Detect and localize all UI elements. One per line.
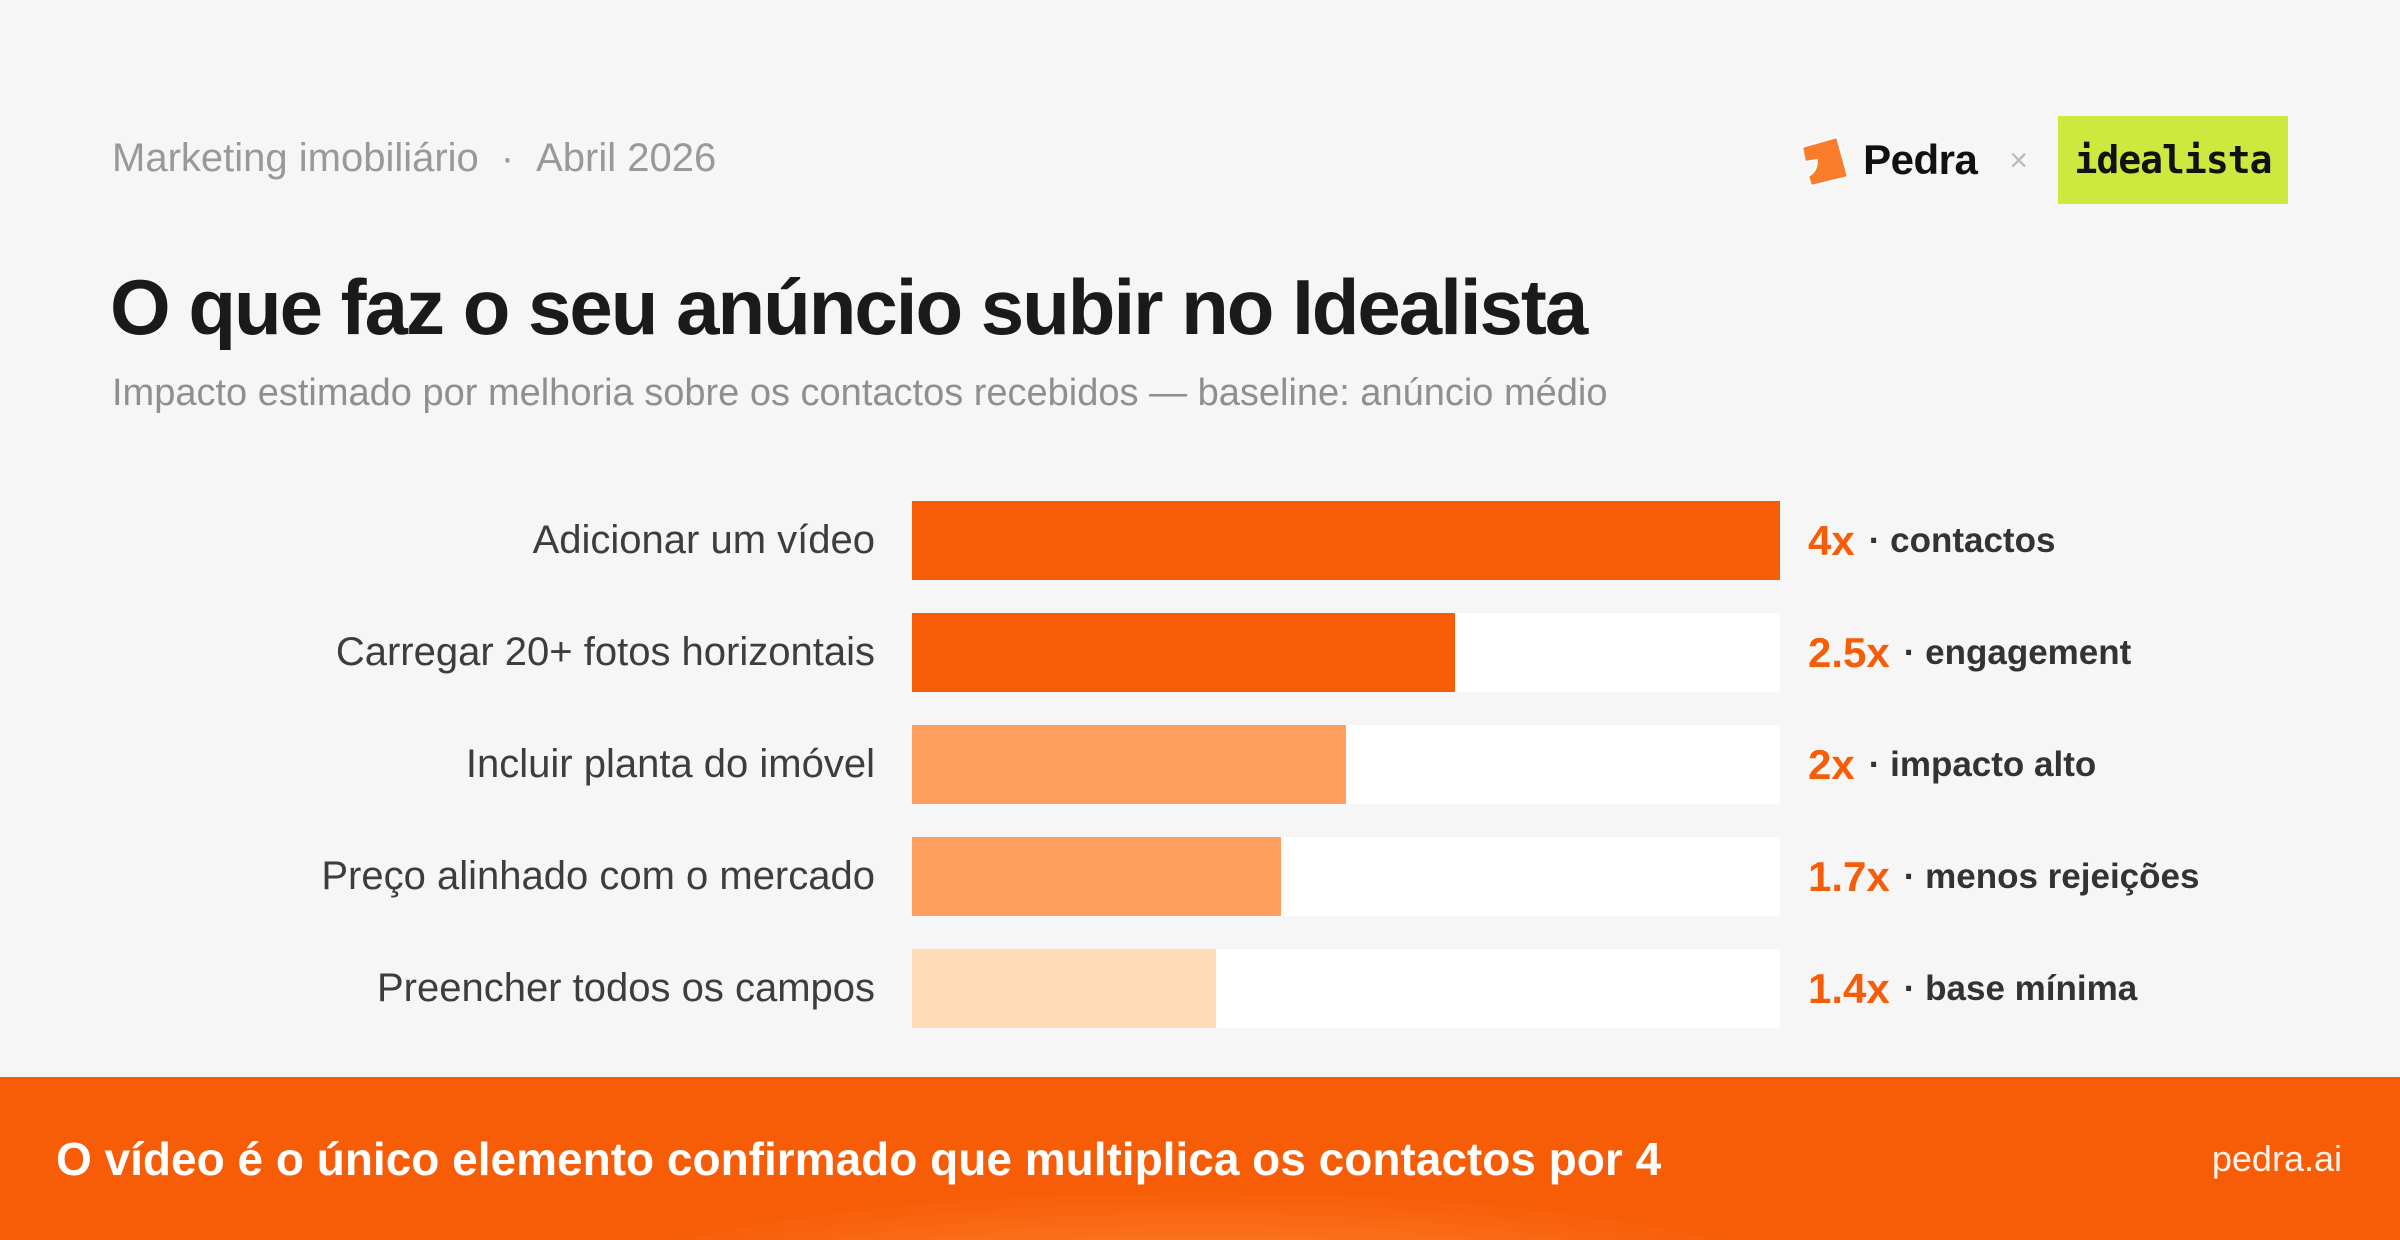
page-subtitle: Impacto estimado por melhoria sobre os c… — [112, 372, 1608, 414]
kicker-date: Abril 2026 — [536, 136, 717, 180]
pedra-wordmark: Pedra — [1863, 136, 1978, 183]
bar-track — [912, 725, 1780, 804]
multiplier: 4x — [1808, 516, 1855, 564]
multiplier: 1.4x — [1808, 964, 1890, 1012]
bar-track — [912, 837, 1780, 916]
brand-lockup: Pedra × idealista — [1797, 116, 2288, 204]
row-label: Preencher todos os campos — [376, 966, 875, 1010]
chart-row: Incluir planta do imóvel 2x · impacto al… — [0, 725, 2400, 804]
chart-row: Preencher todos os campos 1.4x · base mí… — [0, 949, 2400, 1028]
row-label: Incluir planta do imóvel — [465, 742, 875, 786]
value-description: · engagement — [1903, 632, 2132, 672]
bar-track — [912, 501, 1780, 580]
chart-row: Preço alinhado com o mercado 1.7x · meno… — [0, 837, 2400, 916]
kicker-topic: Marketing imobiliário — [112, 136, 479, 180]
pedra-logo-icon — [1801, 136, 1850, 187]
row-value: 1.4x · base mínima — [1808, 949, 2137, 1028]
row-value: 2.5x · engagement — [1808, 613, 2131, 692]
row-value: 2x · impacto alto — [1808, 725, 2096, 804]
multiplier: 2.5x — [1808, 628, 1890, 676]
kicker-separator: · — [500, 136, 515, 180]
bar-fill — [912, 949, 1216, 1028]
row-value: 4x · contactos — [1808, 501, 2055, 580]
value-description: · base mínima — [1903, 968, 2138, 1008]
bar-fill — [912, 501, 1780, 580]
bar-fill — [912, 837, 1281, 916]
bar-fill — [912, 725, 1346, 804]
kicker: Marketing imobiliário · Abril 2026 — [112, 136, 716, 181]
idealista-logo: idealista — [2058, 116, 2288, 204]
collab-x-icon: × — [2009, 141, 2028, 178]
page-title: O que faz o seu anúncio subir no Idealis… — [110, 263, 1588, 351]
pedra-logo: Pedra — [1797, 132, 1978, 188]
bar-track — [912, 613, 1780, 692]
multiplier: 1.7x — [1808, 852, 1890, 900]
footer-url[interactable]: pedra.ai — [2211, 1137, 2342, 1179]
value-description: · impacto alto — [1868, 744, 2097, 784]
footer-message: O vídeo é o único elemento confirmado qu… — [56, 1132, 1662, 1185]
footer-banner: O vídeo é o único elemento confirmado qu… — [0, 1077, 2400, 1240]
row-value: 1.7x · menos rejeições — [1808, 837, 2199, 916]
chart-row: Carregar 20+ fotos horizontais 2.5x · en… — [0, 613, 2400, 692]
row-label: Carregar 20+ fotos horizontais — [335, 630, 875, 674]
chart-row: Adicionar um vídeo 4x · contactos — [0, 501, 2400, 580]
bar-track — [912, 949, 1780, 1028]
multiplier: 2x — [1808, 740, 1855, 788]
bar-fill — [912, 613, 1455, 692]
value-description: · contactos — [1868, 520, 2056, 560]
value-description: · menos rejeições — [1903, 856, 2200, 896]
row-label: Preço alinhado com o mercado — [321, 854, 875, 898]
row-label: Adicionar um vídeo — [532, 518, 875, 562]
